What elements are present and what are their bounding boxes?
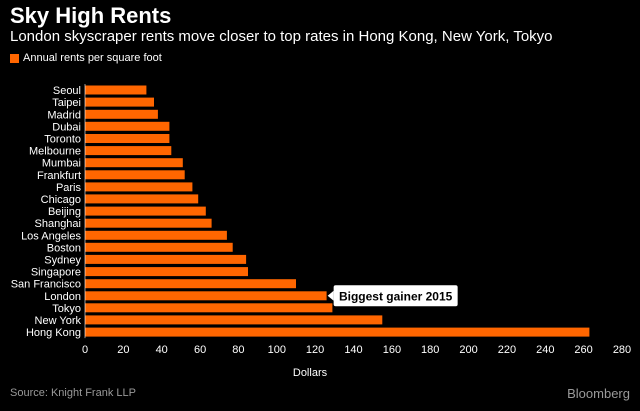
category-label: Dubai (52, 121, 81, 133)
bar-toronto (85, 134, 170, 143)
category-label: Seoul (53, 85, 81, 97)
x-tick-label: 180 (421, 344, 439, 356)
bar-chicago (85, 194, 199, 204)
category-label: Singapore (31, 267, 81, 279)
category-label: Paris (56, 182, 82, 194)
bar-beijing (85, 206, 206, 216)
bar-los-angeles (85, 230, 227, 240)
bar-dubai (85, 121, 170, 131)
category-label: New York (35, 315, 82, 327)
bars-layer (84, 84, 590, 339)
x-tick-label: 220 (498, 344, 516, 356)
category-label: Beijing (48, 206, 81, 218)
category-labels-layer: SeoulTaipeiMadridDubaiTorontoMelbourneMu… (11, 85, 82, 339)
bar-melbourne (85, 146, 172, 156)
category-label: Sydney (44, 254, 81, 266)
category-label: Hong Kong (26, 327, 81, 339)
bar-mumbai (85, 158, 183, 168)
bar-madrid (85, 109, 158, 119)
category-label: Madrid (47, 109, 81, 121)
bar-taipei (85, 97, 154, 107)
category-label: Taipei (52, 97, 81, 109)
bar-tokyo (85, 303, 333, 313)
bar-seoul (85, 85, 147, 95)
x-tick-label: 160 (383, 344, 401, 356)
bar-new-york (85, 315, 383, 325)
category-label: Mumbai (42, 158, 81, 170)
bar-london (85, 291, 327, 301)
bar-sydney (85, 254, 247, 264)
category-label: Tokyo (52, 303, 81, 315)
category-label: Chicago (41, 194, 81, 206)
callout-box (333, 285, 458, 307)
bloomberg-logo: Bloomberg (567, 386, 630, 401)
source-note: Source: Knight Frank LLP (10, 387, 136, 399)
annotation-callout: Biggest gainer 2015 (327, 285, 458, 307)
x-axis-title: Dollars (293, 367, 328, 379)
bar-singapore (85, 267, 248, 277)
bar-san-francisco (85, 279, 296, 289)
x-tick-label: 40 (156, 344, 168, 356)
legend: Annual rents per square foot (10, 52, 162, 64)
x-tick-labels-layer: 0 20 40 60 80 100 120 140 160 180 200 220 240 260 280 (82, 344, 631, 356)
x-tick-label: 260 (574, 344, 592, 356)
x-tick-label: 20 (117, 344, 129, 356)
bar-shanghai (85, 218, 212, 228)
x-tick-label: 200 (459, 344, 477, 356)
bar-paris (85, 182, 193, 192)
category-label: Los Angeles (21, 230, 81, 242)
bar-hong-kong (85, 327, 590, 337)
x-tick-label: 140 (344, 344, 362, 356)
bar-boston (85, 242, 233, 252)
callout-pointer (327, 290, 334, 301)
category-label: Toronto (44, 134, 81, 146)
legend-swatch (10, 53, 19, 63)
chart-subtitle: London skyscraper rents move closer to t… (10, 28, 553, 45)
bar-frankfurt (85, 170, 185, 180)
x-tick-label: 240 (536, 344, 554, 356)
x-tick-label: 80 (232, 344, 244, 356)
chart-title: Sky High Rents (10, 3, 172, 28)
x-tick-label: 280 (613, 344, 631, 356)
x-tick-label: 100 (268, 344, 286, 356)
category-label: Melbourne (29, 146, 81, 158)
legend-label: Annual rents per square foot (23, 52, 162, 64)
category-label: Boston (47, 242, 81, 254)
category-label: Shanghai (35, 218, 82, 230)
x-tick-label: 120 (306, 344, 324, 356)
category-label: Frankfurt (37, 170, 81, 182)
category-label: San Francisco (11, 279, 81, 291)
category-label: London (44, 291, 81, 303)
x-tick-label: 60 (194, 344, 206, 356)
callout-text: Biggest gainer 2015 (339, 289, 453, 303)
x-tick-label: 0 (82, 344, 88, 356)
